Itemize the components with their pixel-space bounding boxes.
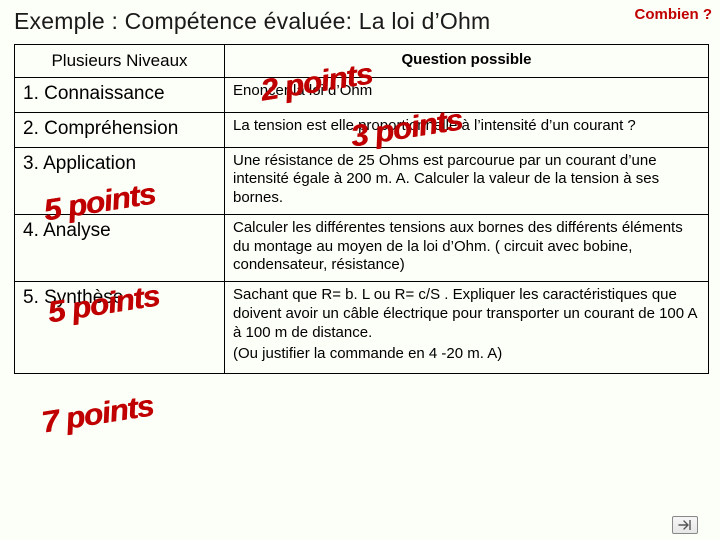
col-header-levels: Plusieurs Niveaux <box>15 45 225 78</box>
table-row: 2. Compréhension La tension est elle pro… <box>15 112 709 147</box>
col-header-question: Question possible <box>225 45 709 78</box>
level-cell: 2. Compréhension <box>15 112 225 147</box>
competence-table: Plusieurs Niveaux Question possible 1. C… <box>14 44 709 374</box>
level-cell: 5. Synthèse <box>15 282 225 374</box>
header: Exemple : Compétence évaluée: La loi d’O… <box>14 8 706 42</box>
points-badge: 7 points <box>39 389 155 440</box>
level-cell: 3. Application <box>15 147 225 214</box>
table-row: 4. Analyse Calculer les différentes tens… <box>15 214 709 281</box>
table-row: 1. Connaissance Enoncer la loi d’Ohm <box>15 78 709 113</box>
page-title: Exemple : Compétence évaluée: La loi d’O… <box>14 8 490 34</box>
question-text-extra: (Ou justifier la commande en 4 -20 m. A) <box>233 345 702 364</box>
question-text: Sachant que R= b. L ou R= c/S . Explique… <box>233 286 702 342</box>
question-cell: Une résistance de 25 Ohms est parcourue … <box>225 147 709 214</box>
question-cell: Enoncer la loi d’Ohm <box>225 78 709 113</box>
table-row: 5. Synthèse Sachant que R= b. L ou R= c/… <box>15 282 709 374</box>
level-cell: 1. Connaissance <box>15 78 225 113</box>
next-slide-button[interactable] <box>672 516 698 534</box>
question-cell: La tension est elle proportionnelle à l’… <box>225 112 709 147</box>
next-slide-icon <box>678 520 692 530</box>
level-cell: 4. Analyse <box>15 214 225 281</box>
table-row: 3. Application Une résistance de 25 Ohms… <box>15 147 709 214</box>
question-cell: Calculer les différentes tensions aux bo… <box>225 214 709 281</box>
question-cell: Sachant que R= b. L ou R= c/S . Explique… <box>225 282 709 374</box>
corner-label: Combien ? <box>635 6 713 23</box>
